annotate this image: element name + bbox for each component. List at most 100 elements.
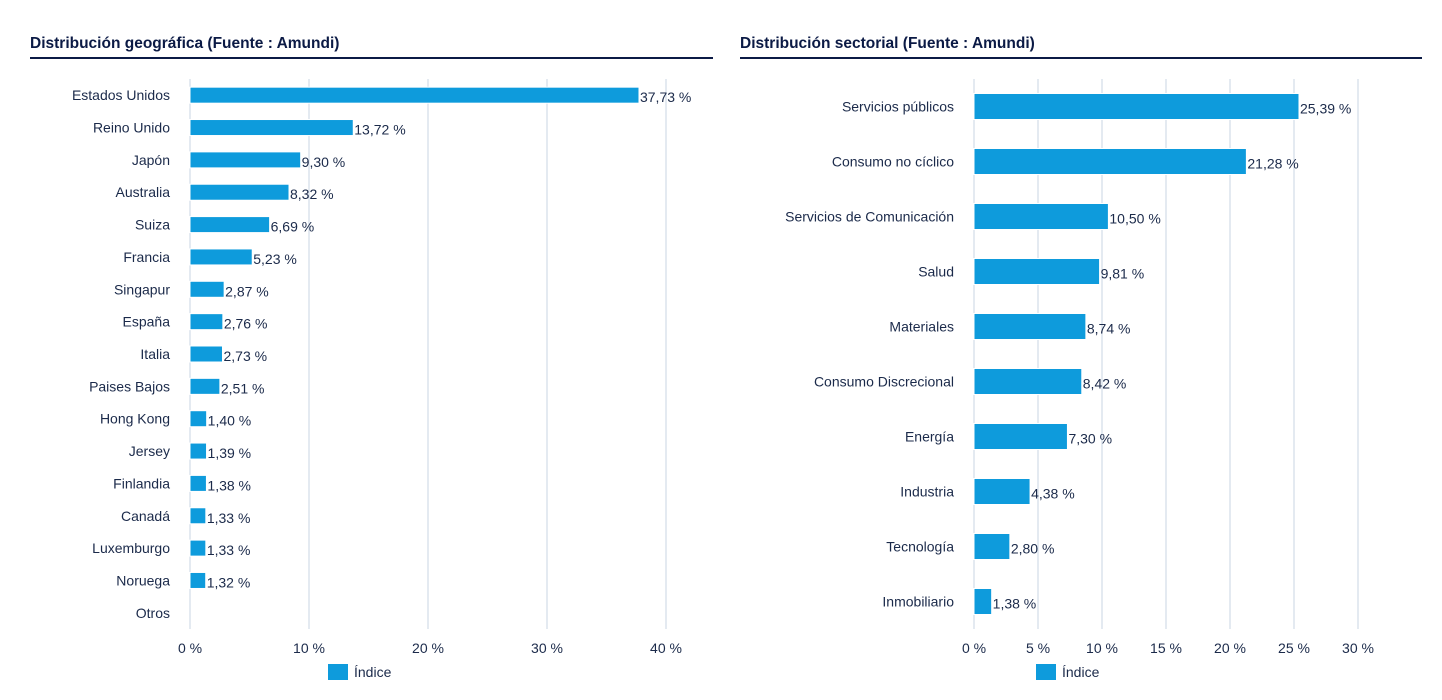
bar [189, 474, 207, 492]
category-label: Australia [116, 184, 171, 200]
category-label: Italia [140, 346, 170, 362]
data-label: 2,51 % [221, 380, 265, 396]
title-underline [740, 57, 1422, 59]
data-label: 21,28 % [1247, 156, 1298, 172]
category-label: Servicios de Comunicación [785, 209, 954, 225]
bar [189, 183, 290, 201]
category-label: Tecnología [886, 539, 954, 555]
data-label: 1,39 % [208, 445, 252, 461]
x-tick-label: 10 % [1086, 640, 1118, 656]
bar [189, 539, 207, 557]
x-tick-label: 40 % [650, 640, 682, 656]
sector-bar-chart: 0 % 5 % 10 % 15 % 20 % 25 % 30 % Servicios públ… [785, 79, 1374, 680]
category-label: Singapur [114, 281, 170, 297]
x-tick-label: 30 % [1342, 640, 1374, 656]
data-label: 8,74 % [1087, 321, 1131, 337]
data-label: 7,30 % [1068, 431, 1112, 447]
category-label: Luxemburgo [92, 540, 170, 556]
category-label: Noruega [116, 572, 170, 588]
x-tick-label: 0 % [962, 640, 986, 656]
data-label: 8,42 % [1083, 376, 1127, 392]
bar [973, 423, 1068, 450]
category-label: Reino Unido [93, 120, 170, 136]
x-tick-label: 10 % [293, 640, 325, 656]
data-label: 6,69 % [271, 219, 315, 235]
bar [189, 410, 208, 428]
data-label: 1,38 % [207, 477, 251, 493]
legend-swatch [328, 664, 348, 680]
x-tick-label: 15 % [1150, 640, 1182, 656]
bar [189, 216, 271, 234]
data-label: 1,40 % [208, 413, 252, 429]
x-tick-label: 0 % [178, 640, 202, 656]
data-label: 9,30 % [302, 154, 346, 170]
x-tick-label: 20 % [1214, 640, 1246, 656]
bar [973, 313, 1087, 340]
bar [973, 258, 1101, 285]
category-label: Otros [136, 605, 170, 621]
data-label: 4,38 % [1031, 486, 1075, 502]
bar [973, 148, 1247, 175]
title-underline [30, 57, 713, 59]
category-label: Inmobiliario [882, 594, 954, 610]
data-label: 8,32 % [290, 186, 334, 202]
data-label: 13,72 % [354, 122, 405, 138]
bar [973, 93, 1300, 120]
bar [189, 119, 354, 137]
category-label: Estados Unidos [72, 87, 170, 103]
category-label: Canadá [121, 508, 170, 524]
legend-label: Índice [1062, 664, 1100, 680]
sector-chart-title: Distribución sectorial (Fuente : Amundi) [740, 35, 1035, 52]
bar [189, 377, 221, 395]
geographic-chart-title: Distribución geográfica (Fuente : Amundi… [30, 35, 340, 52]
category-label: Energía [905, 429, 954, 445]
x-tick-label: 20 % [412, 640, 444, 656]
data-label: 5,23 % [253, 251, 297, 267]
category-label: Jersey [129, 443, 170, 459]
category-label: Japón [132, 152, 170, 168]
category-label: España [123, 314, 171, 330]
legend-label: Índice [354, 664, 392, 680]
bar [189, 345, 223, 363]
data-label: 1,38 % [993, 596, 1037, 612]
category-label: Salud [918, 264, 954, 280]
bar [189, 86, 640, 104]
bar [189, 151, 302, 169]
category-label: Finlandia [113, 475, 170, 491]
bar [189, 442, 208, 460]
bar [973, 588, 993, 615]
category-label: Materiales [889, 319, 954, 335]
geographic-bar-chart: 0 % 10 % 20 % 30 % 40 % Estados Unidos 37,73 %… [72, 79, 691, 680]
bar [189, 313, 224, 331]
category-label: Industria [900, 484, 954, 500]
bar [973, 368, 1083, 395]
bar [189, 248, 253, 266]
legend-swatch [1036, 664, 1056, 680]
category-label: Hong Kong [100, 411, 170, 427]
geographic-distribution-panel: Distribución geográfica (Fuente : Amundi… [30, 0, 713, 700]
data-label: 37,73 % [640, 89, 691, 105]
x-tick-label: 30 % [531, 640, 563, 656]
data-label: 1,32 % [207, 574, 251, 590]
x-tick-label: 5 % [1026, 640, 1050, 656]
bar [973, 203, 1109, 230]
category-label: Suiza [135, 217, 170, 233]
bar [189, 507, 207, 525]
data-label: 25,39 % [1300, 101, 1351, 117]
data-label: 2,80 % [1011, 541, 1055, 557]
data-label: 2,76 % [224, 316, 268, 332]
data-label: 1,33 % [207, 510, 251, 526]
x-tick-label: 25 % [1278, 640, 1310, 656]
bar [973, 533, 1011, 560]
bar [189, 280, 225, 298]
category-label: Paises Bajos [89, 378, 170, 394]
category-label: Francia [123, 249, 170, 265]
data-label: 2,73 % [223, 348, 267, 364]
data-label: 2,87 % [225, 283, 269, 299]
data-label: 1,33 % [207, 542, 251, 558]
data-label: 10,50 % [1109, 211, 1160, 227]
data-label: 9,81 % [1101, 266, 1145, 282]
bar [189, 571, 207, 589]
bar [973, 478, 1031, 505]
sector-distribution-panel: Distribución sectorial (Fuente : Amundi)… [740, 0, 1422, 700]
